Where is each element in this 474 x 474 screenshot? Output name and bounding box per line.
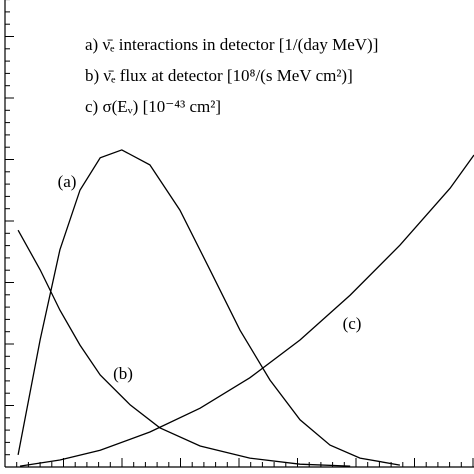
curve-label: (b) <box>113 364 133 383</box>
curve-label: (c) <box>343 314 362 333</box>
curve-label: (a) <box>58 172 77 191</box>
legend-entry: b) ν̄ₑ flux at detector [10⁸/(s MeV cm²)… <box>85 66 353 85</box>
curve <box>17 149 401 466</box>
legend-entry: c) σ(Eᵥ) [10⁻⁴³ cm²] <box>85 97 221 116</box>
curve <box>19 154 474 467</box>
legend-entry: a) ν̄ₑ interactions in detector [1/(day … <box>85 35 378 54</box>
curve <box>17 229 351 467</box>
